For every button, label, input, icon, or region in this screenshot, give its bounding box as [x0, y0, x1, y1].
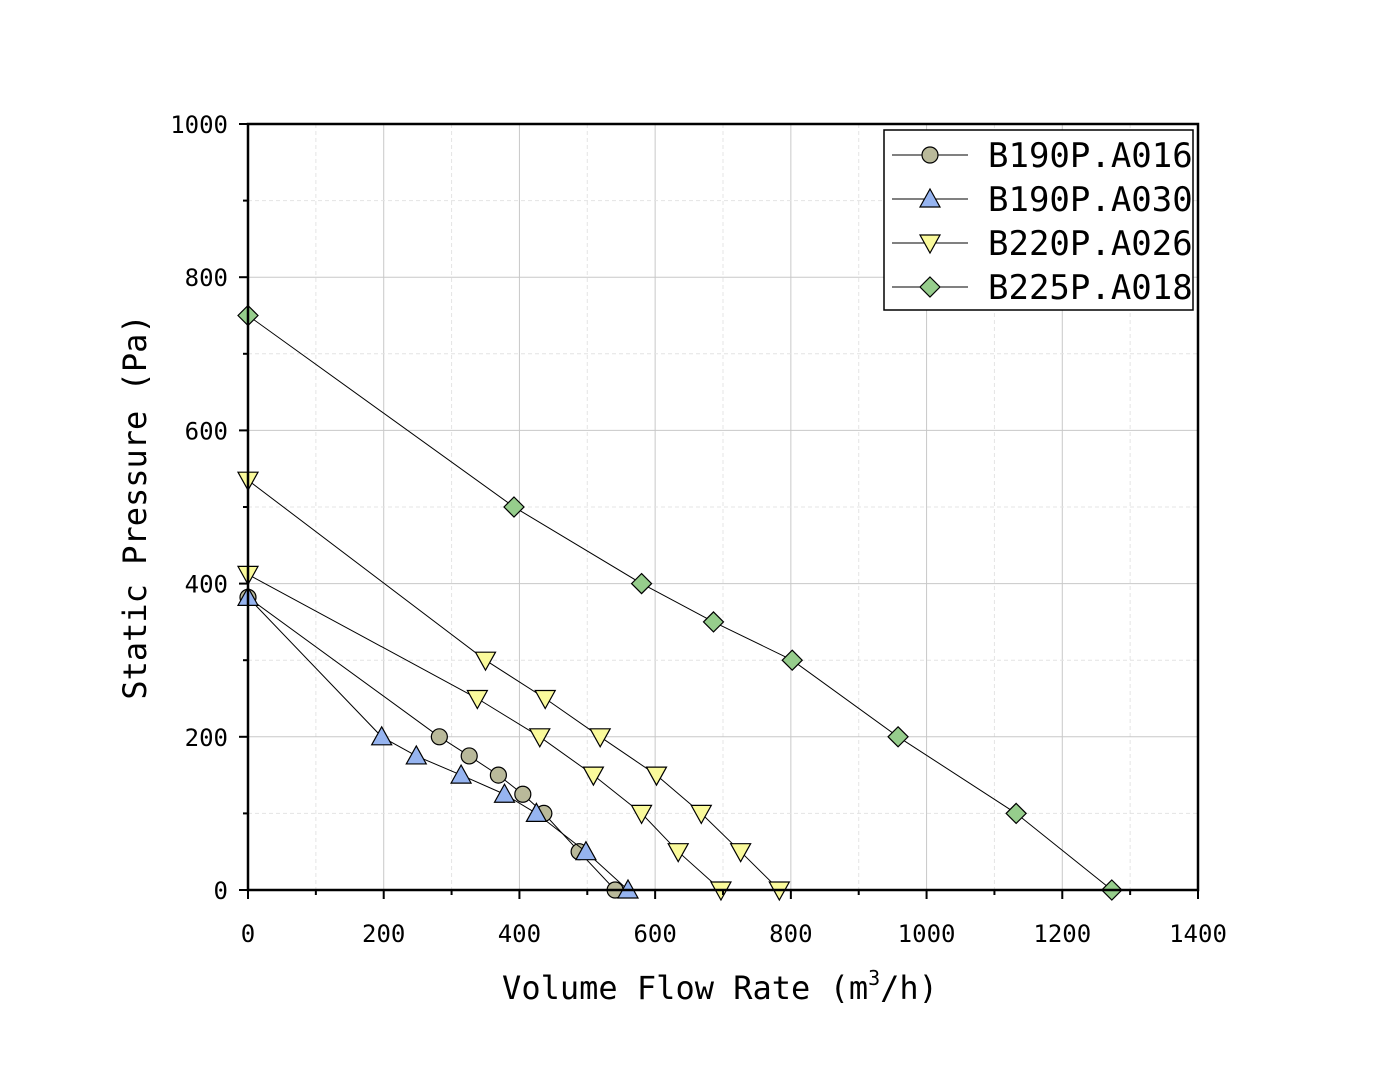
series-b220p-a026-b — [236, 471, 791, 902]
x-tick-label: 1000 — [898, 920, 956, 948]
data-point — [630, 572, 653, 595]
y-tick-label: 0 — [214, 877, 228, 905]
x-tick-label: 1200 — [1033, 920, 1091, 948]
y-tick-label: 600 — [185, 417, 228, 445]
y-tick-label: 1000 — [170, 111, 228, 139]
y-tick-label: 200 — [185, 724, 228, 752]
data-point — [466, 689, 489, 710]
x-tick-label: 600 — [633, 920, 676, 948]
legend-marker — [918, 187, 942, 208]
legend-entry: B190P.A016 — [892, 136, 1193, 176]
legend-label: B225P.A018 — [988, 268, 1193, 308]
x-axis-title-main: Volume Flow Rate (m — [502, 969, 868, 1007]
data-point — [630, 804, 653, 825]
data-point — [702, 611, 725, 633]
x-tick-label: 800 — [769, 920, 812, 948]
series-line — [247, 479, 780, 891]
legend-label: B220P.A026 — [988, 224, 1193, 264]
series-layer — [236, 304, 1123, 902]
data-point — [430, 728, 448, 746]
axes: 0 200 400 600 800 1000 1200 1400 0 200 400 600 800 10… — [170, 111, 1227, 948]
data-point — [574, 840, 597, 861]
data-point — [370, 725, 393, 746]
legend-entry: B225P.A018 — [892, 268, 1193, 308]
data-point — [514, 785, 532, 803]
data-point — [405, 744, 428, 765]
x-tick-label: 1400 — [1169, 920, 1227, 948]
x-axis-title-superscript: 3 — [868, 966, 880, 990]
data-point — [528, 728, 551, 749]
data-point — [450, 763, 473, 784]
data-point — [781, 649, 804, 672]
data-point — [489, 766, 507, 784]
series-line — [247, 315, 1113, 891]
x-tick-label: 200 — [362, 920, 405, 948]
x-tick-label: 0 — [241, 920, 255, 948]
data-point — [667, 843, 690, 863]
y-axis-title: Static Pressure (Pa) — [116, 314, 154, 699]
series-b190p-a016 — [239, 588, 624, 899]
legend-marker — [921, 146, 939, 164]
legend-marker — [919, 276, 941, 298]
x-axis-title: Volume Flow Rate (m3/h) — [502, 966, 938, 1007]
y-tick-label: 800 — [185, 264, 228, 292]
data-point — [493, 783, 516, 803]
x-axis-title-tail: /h) — [880, 969, 938, 1007]
data-point — [582, 766, 605, 787]
legend-entry: B190P.A030 — [892, 180, 1193, 220]
legend-marker — [918, 234, 942, 255]
data-point — [534, 689, 557, 710]
data-point — [729, 843, 752, 863]
series-line — [247, 596, 616, 891]
legend-entry: B220P.A026 — [892, 224, 1193, 264]
x-tick-label: 400 — [498, 920, 541, 948]
data-point — [474, 651, 497, 672]
legend-label: B190P.A030 — [988, 180, 1193, 220]
series-b225p-a018 — [237, 304, 1123, 901]
data-point — [690, 804, 713, 825]
data-point — [460, 747, 478, 765]
data-point — [1005, 802, 1027, 825]
data-point — [525, 802, 548, 823]
data-point — [645, 766, 668, 787]
series-b220p-a026 — [236, 565, 732, 902]
data-point — [589, 728, 612, 749]
data-point — [503, 496, 525, 518]
data-point — [887, 725, 909, 748]
y-tick-label: 400 — [185, 571, 228, 599]
series-line — [247, 573, 722, 891]
legend-label: B190P.A016 — [988, 136, 1193, 176]
